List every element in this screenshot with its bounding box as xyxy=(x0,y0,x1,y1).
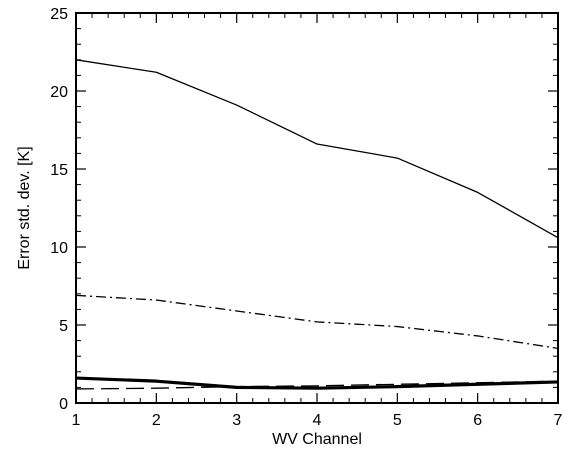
plot-frame xyxy=(75,12,559,404)
x-tick-label-4: 4 xyxy=(313,412,322,429)
y-tick-label-5: 5 xyxy=(59,318,68,335)
x-tick-label-3: 3 xyxy=(232,412,241,429)
y-tick-label-0: 0 xyxy=(59,396,68,413)
y-tick-label-10: 10 xyxy=(50,240,68,257)
x-tick-label-5: 5 xyxy=(393,412,402,429)
x-tick-label-2: 2 xyxy=(152,412,161,429)
x-ticks: 1 2 3 4 5 6 7 xyxy=(72,13,563,429)
x-tick-label-6: 6 xyxy=(473,412,482,429)
series-line-2-dash-dot xyxy=(75,294,559,350)
series-line-3-solid-thick xyxy=(75,376,559,390)
y-ticks: 0 5 10 15 20 25 xyxy=(50,6,558,413)
series-line-4-long-dash xyxy=(75,380,559,390)
x-tick-label-1: 1 xyxy=(72,412,81,429)
y-tick-label-20: 20 xyxy=(50,84,68,101)
series-line-1-solid-thin xyxy=(75,59,559,239)
y-tick-label-25: 25 xyxy=(50,6,68,23)
x-axis-title: WV Channel xyxy=(272,431,362,448)
y-axis-title: Error std. dev. [K] xyxy=(16,146,33,269)
series-layer xyxy=(75,59,559,390)
x-tick-label-7: 7 xyxy=(554,412,563,429)
y-tick-label-15: 15 xyxy=(50,162,68,179)
